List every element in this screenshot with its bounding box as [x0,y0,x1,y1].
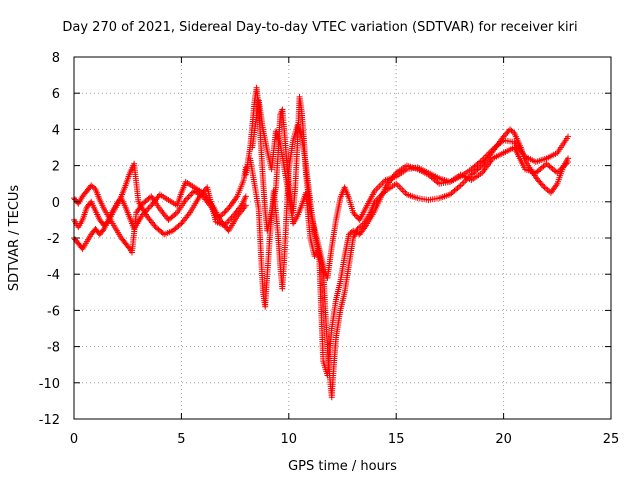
data-point [223,206,230,213]
data-point [242,202,249,209]
data-point [504,129,511,136]
chart-title: Day 270 of 2021, Sidereal Day-to-day VTE… [62,20,578,35]
series-track-d [242,84,572,401]
data-point [146,194,153,201]
y-tick-label: -8 [47,341,60,356]
y-tick-label: 0 [52,196,60,211]
data-point [376,183,383,190]
data-point [184,195,191,202]
data-point [125,244,132,251]
data-point [222,208,229,215]
data-point [352,212,359,219]
data-point [399,186,406,193]
data-point [538,181,545,188]
data-point [565,158,572,165]
y-tick-label: -12 [39,413,60,428]
data-point [501,132,508,139]
data-point [176,221,183,228]
series-track-a [71,164,249,256]
data-point [537,179,544,186]
data-point [509,128,516,135]
data-point [99,227,106,234]
x-tick-label: 5 [177,432,185,447]
data-point [536,178,543,185]
data-point [394,182,401,189]
data-point [186,192,193,199]
data-point [503,130,510,137]
x-tick-label: 20 [495,432,512,447]
data-point [225,205,232,212]
grid-lines [74,57,611,419]
y-tick-label: 2 [52,160,60,175]
x-tick-label: 10 [281,432,298,447]
data-points [71,84,572,401]
series-track-c [71,178,249,252]
data-point [397,185,404,192]
y-tick-label: -4 [47,268,60,283]
series-track-f [249,97,572,379]
x-axis-label: GPS time / hours [288,459,397,474]
data-point [225,217,232,224]
series-track-e [247,122,572,310]
y-tick-label: 6 [52,87,60,102]
data-point [459,180,466,187]
data-point [534,177,541,184]
x-tick-label: 15 [388,432,405,447]
x-tick-label: 25 [603,432,620,447]
data-point [565,133,572,140]
axis-ticks: 0 5 10 15 20 25 -12 -10 -8 -6 -4 -2 0 2 4 6 8 [39,51,620,447]
data-point [540,182,547,189]
data-point [242,193,249,200]
y-tick-label: -2 [47,232,60,247]
data-point [374,184,381,191]
data-point [350,209,357,216]
data-point [242,164,249,171]
x-tick-label: 0 [70,432,78,447]
data-point [146,203,153,210]
y-axis-label: SDTVAR / TECUs [7,185,22,292]
y-tick-label: 4 [52,123,60,138]
y-tick-label: -10 [39,377,60,392]
y-tick-label: -6 [47,304,60,319]
data-point [172,210,179,217]
data-point [354,214,361,221]
data-point [91,184,98,191]
data-point [400,188,407,195]
data-point [351,211,358,218]
data-point [221,209,228,216]
y-tick-label: 8 [52,51,60,66]
data-point [185,193,192,200]
